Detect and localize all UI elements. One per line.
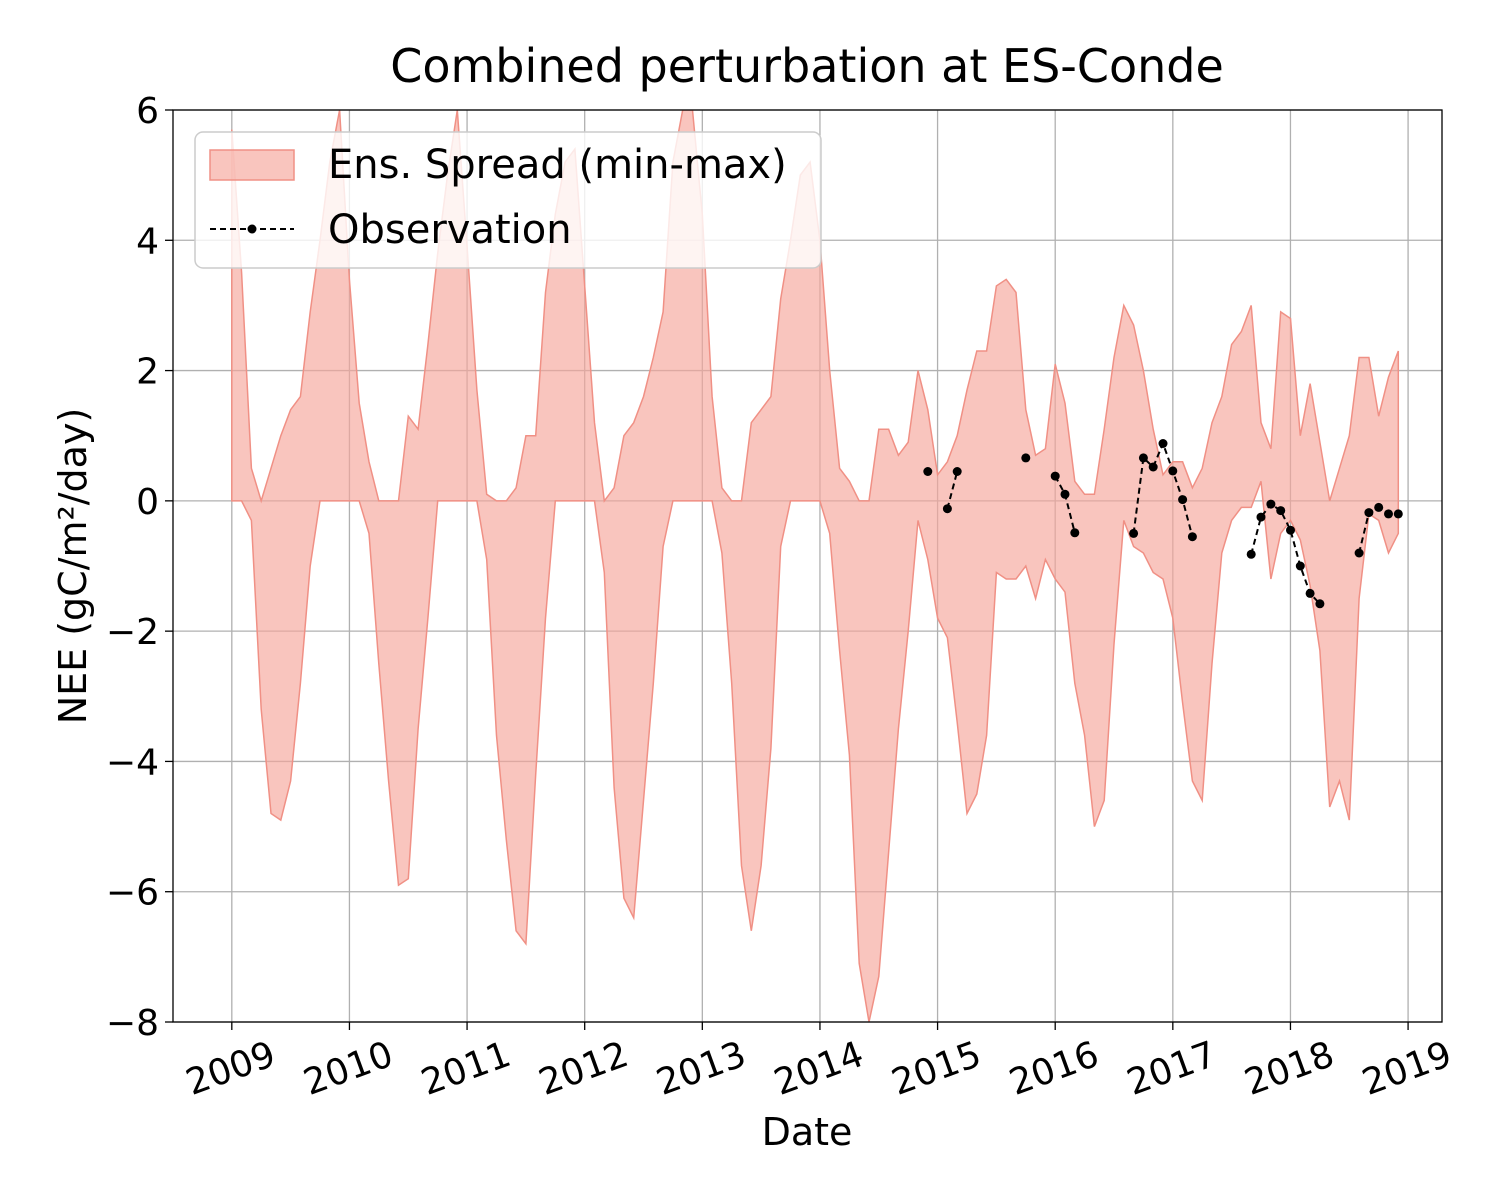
y-tick-label: 2 — [136, 352, 159, 393]
observation-point — [1295, 561, 1305, 571]
observation-point — [1266, 499, 1276, 509]
x-tick-label: 2017 — [1122, 1034, 1222, 1104]
observation-point — [1129, 528, 1139, 538]
x-tick-label: 2018 — [1239, 1034, 1339, 1104]
ensemble-spread-band — [231, 110, 1400, 1022]
legend-observation-marker — [247, 224, 257, 234]
observation-point — [952, 467, 962, 476]
x-tick-label: 2011 — [416, 1034, 516, 1104]
y-tick-label: −2 — [106, 612, 159, 653]
observation-point — [1354, 548, 1364, 558]
x-tick-label: 2014 — [769, 1034, 869, 1104]
y-tick-label: −4 — [106, 742, 159, 783]
legend-box — [194, 131, 822, 269]
y-tick-label: −6 — [106, 873, 159, 914]
y-tick-label: 0 — [136, 482, 159, 523]
chart-title: Combined perturbation at ES-Conde — [390, 39, 1224, 93]
x-tick-label: 2012 — [534, 1034, 634, 1104]
observation-point — [1050, 471, 1060, 481]
x-tick-label: 2015 — [887, 1034, 987, 1104]
observation-point — [1246, 549, 1256, 559]
x-axis-label: Date — [762, 1110, 853, 1154]
ensemble-spread-area — [231, 110, 1400, 1022]
observation-point — [1364, 508, 1374, 518]
observation-point — [1256, 512, 1266, 522]
observation-point — [1315, 599, 1325, 609]
x-tick-label: 2009 — [181, 1034, 281, 1104]
y-tick-label: 6 — [136, 91, 159, 132]
observation-point — [1393, 509, 1403, 519]
x-tick-label: 2019 — [1357, 1034, 1457, 1104]
legend-observation-label: Observation — [328, 207, 572, 253]
legend: Ens. Spread (min-max) Observation — [194, 131, 822, 269]
y-axis-label: NEE (gC/m²/day) — [51, 408, 95, 725]
legend-band-label: Ens. Spread (min-max) — [328, 142, 787, 188]
observation-series — [923, 439, 1403, 609]
observation-point — [1138, 453, 1148, 463]
observation-point — [1168, 466, 1178, 476]
plot-frame — [172, 109, 1443, 1023]
y-tick-label: 4 — [136, 221, 159, 262]
observation-point — [942, 504, 952, 514]
observation-point — [1384, 509, 1393, 519]
observation-point — [1021, 453, 1031, 463]
x-tick-label: 2016 — [1004, 1034, 1104, 1104]
observation-point — [1286, 525, 1295, 535]
observation-point — [1374, 502, 1384, 512]
observation-point — [1060, 489, 1070, 499]
observation-point — [1158, 439, 1168, 448]
x-tick-label: 2013 — [651, 1034, 751, 1104]
legend-band-swatch — [209, 149, 295, 181]
observation-line — [946, 471, 959, 509]
observation-point — [1070, 528, 1080, 538]
y-tick-label: −8 — [106, 1003, 159, 1044]
observation-point — [1187, 532, 1197, 542]
observation-point — [1305, 588, 1315, 598]
observation-point — [1178, 495, 1188, 505]
x-tick-label: 2010 — [298, 1034, 398, 1104]
observation-point — [923, 467, 933, 476]
observation-point — [1148, 462, 1158, 472]
observation-point — [1276, 506, 1286, 516]
